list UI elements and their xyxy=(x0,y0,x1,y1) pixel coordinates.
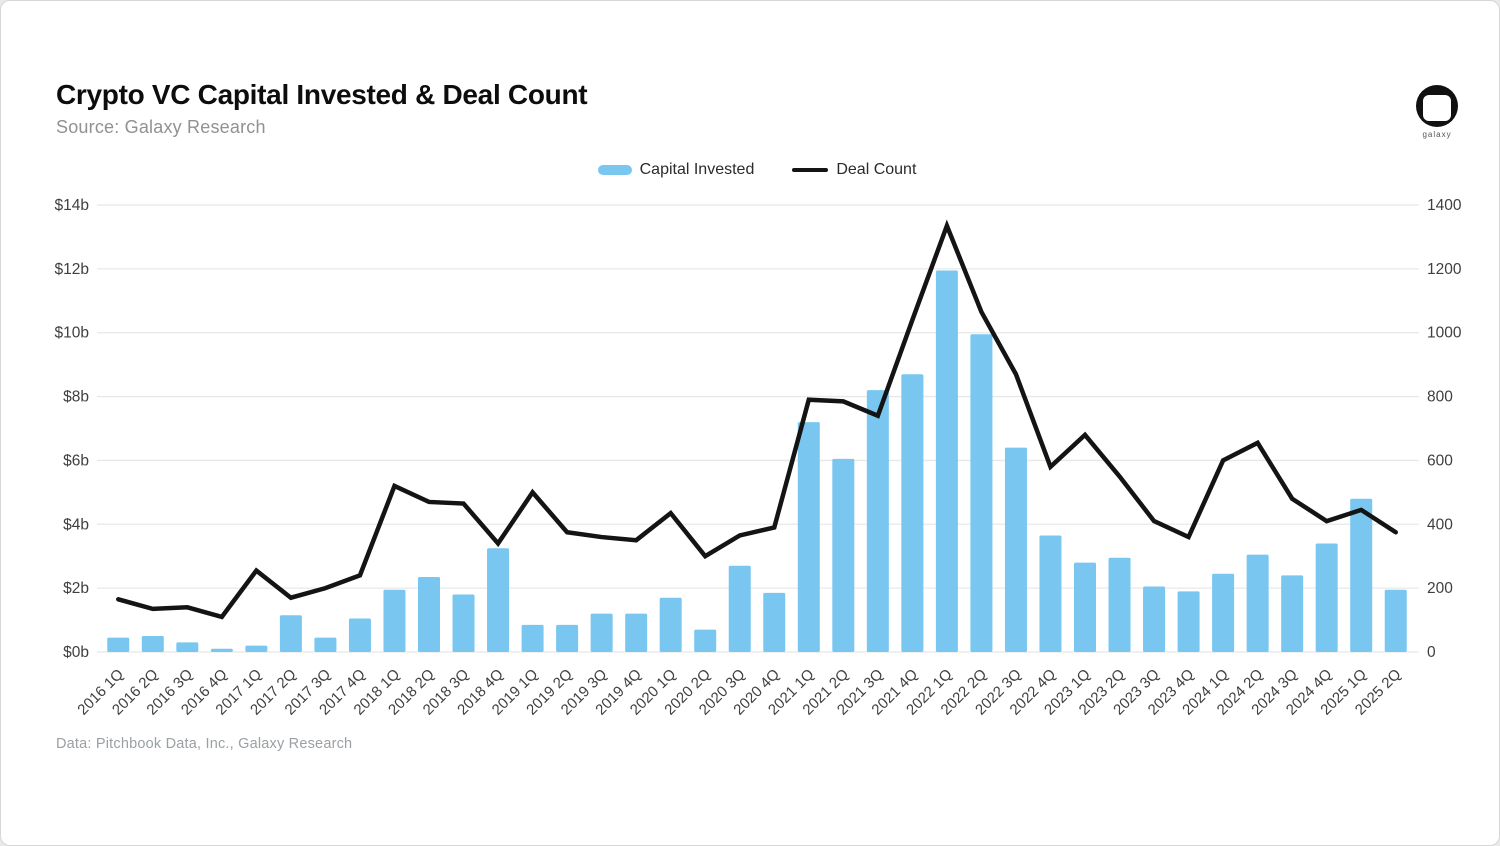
bar-2024-4Q xyxy=(1315,543,1338,652)
bar-2018-4Q xyxy=(487,548,510,652)
bar-2020-1Q xyxy=(659,597,682,652)
bar-2018-3Q xyxy=(452,594,475,652)
bar-2024-1Q xyxy=(1212,573,1235,652)
left-axis-tick: $12b xyxy=(55,261,89,278)
capital-invested-swatch xyxy=(597,165,632,175)
data-credit: Data: Pitchbook Data, Inc., Galaxy Resea… xyxy=(56,736,353,752)
bar-2019-1Q xyxy=(521,624,544,652)
bar-2017-4Q xyxy=(348,618,371,652)
bar-2023-2Q xyxy=(1108,557,1131,652)
left-axis-tick: $10b xyxy=(55,325,89,342)
bar-2019-3Q xyxy=(590,613,613,652)
bar-2024-2Q xyxy=(1246,554,1269,652)
bar-2023-3Q xyxy=(1143,586,1166,652)
bar-2022-1Q xyxy=(935,270,958,652)
bar-2018-1Q xyxy=(383,589,406,652)
bar-2020-4Q xyxy=(763,592,786,652)
chart-legend: Capital Invested Deal Count xyxy=(101,161,1413,179)
bar-2024-3Q xyxy=(1281,575,1304,652)
galaxy-logo-text: galaxy xyxy=(1422,130,1452,139)
right-axis-tick: 800 xyxy=(1427,389,1453,406)
bar-2016-1Q xyxy=(107,637,130,652)
right-axis-tick: 1400 xyxy=(1427,197,1462,214)
bar-2022-3Q xyxy=(1004,447,1027,652)
bar-2016-4Q xyxy=(210,648,233,652)
bar-2025-1Q xyxy=(1350,498,1373,652)
bar-2021-1Q xyxy=(797,422,820,652)
left-axis-tick: $8b xyxy=(63,389,89,406)
bar-2019-2Q xyxy=(556,624,579,652)
right-axis-tick: 400 xyxy=(1427,516,1453,533)
bar-2018-2Q xyxy=(418,576,440,652)
bar-2023-1Q xyxy=(1074,562,1096,652)
bar-2022-2Q xyxy=(970,334,993,652)
bar-2020-2Q xyxy=(694,629,717,652)
left-axis-tick: $4b xyxy=(63,516,89,533)
bar-2021-4Q xyxy=(901,374,924,652)
right-axis-tick: 1000 xyxy=(1427,325,1462,342)
bar-2021-2Q xyxy=(832,458,855,652)
bar-2025-2Q xyxy=(1384,589,1407,652)
page-title: Crypto VC Capital Invested & Deal Count xyxy=(56,79,588,110)
bar-2023-4Q xyxy=(1177,591,1200,652)
left-axis-tick: $0b xyxy=(63,644,89,661)
right-axis-tick: 1200 xyxy=(1427,261,1462,278)
right-axis-tick: 200 xyxy=(1427,580,1453,597)
legend-item-deal-count: Deal Count xyxy=(792,161,916,179)
source-subtitle: Source: Galaxy Research xyxy=(56,117,266,137)
bar-2016-2Q xyxy=(141,636,164,652)
bar-2017-2Q xyxy=(279,615,302,652)
deal-count-swatch xyxy=(792,168,829,172)
left-axis-tick: $14b xyxy=(55,197,89,214)
bar-2017-1Q xyxy=(245,645,268,652)
right-axis-tick: 600 xyxy=(1427,452,1453,469)
bar-2022-4Q xyxy=(1039,535,1062,652)
bar-2017-3Q xyxy=(314,637,337,652)
legend-item-capital-invested: Capital Invested xyxy=(597,161,755,179)
legend-label: Deal Count xyxy=(836,161,917,178)
right-axis-tick: 0 xyxy=(1427,644,1436,661)
left-axis-tick: $6b xyxy=(63,452,89,469)
galaxy-logo: galaxy xyxy=(1397,85,1477,139)
deal-count-line xyxy=(116,219,1398,620)
bar-2019-4Q xyxy=(625,613,648,652)
left-axis-tick: $2b xyxy=(63,580,89,597)
galaxy-logo-icon xyxy=(1416,85,1458,127)
bar-2020-3Q xyxy=(728,565,751,652)
legend-label: Capital Invested xyxy=(639,161,755,178)
bar-2021-3Q xyxy=(866,390,889,652)
bar-2016-3Q xyxy=(176,642,199,652)
